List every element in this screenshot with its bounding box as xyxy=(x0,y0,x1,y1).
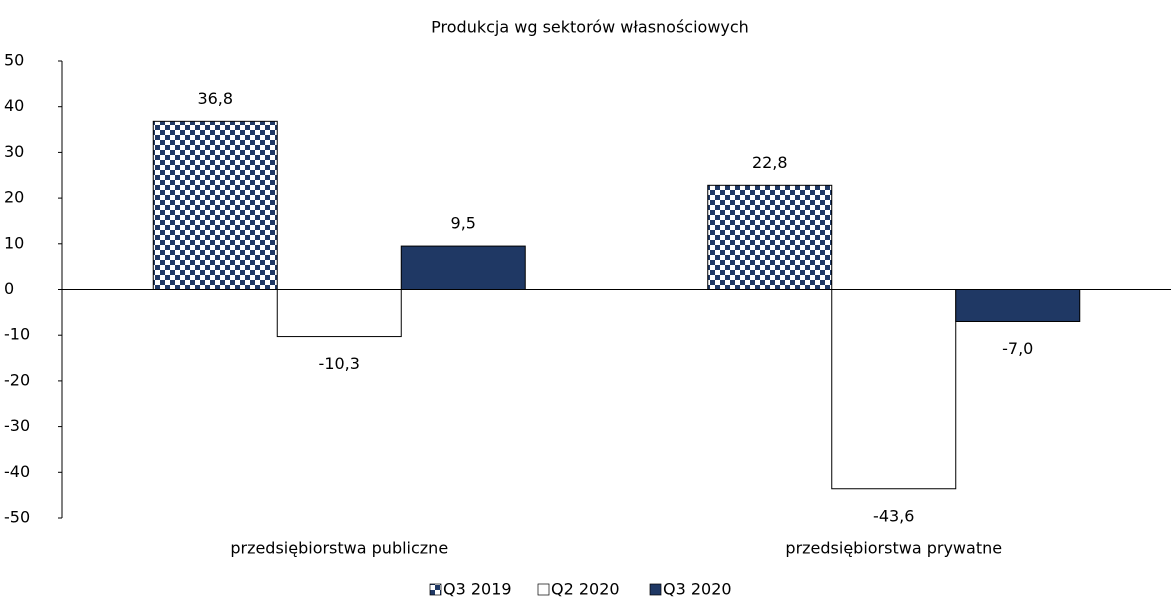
x-tick-label: przedsiębiorstwa prywatne xyxy=(785,539,1002,558)
y-tick-label: 40 xyxy=(4,96,24,115)
legend-label: Q3 2019 xyxy=(443,580,512,599)
legend-swatch xyxy=(537,583,550,596)
y-tick-label: -40 xyxy=(4,462,30,481)
y-tick-label: 20 xyxy=(4,188,24,207)
y-tick-label: -10 xyxy=(4,325,30,344)
y-tick-label: -50 xyxy=(4,508,30,527)
bar xyxy=(400,245,526,291)
y-tick-label: -20 xyxy=(4,370,30,389)
legend-label: Q3 2020 xyxy=(663,580,732,599)
legend-swatch xyxy=(429,583,442,596)
data-label: 9,5 xyxy=(451,214,476,233)
bar xyxy=(152,120,278,290)
bar xyxy=(276,289,402,338)
y-tick-label: -30 xyxy=(4,416,30,435)
legend-swatch xyxy=(649,583,662,596)
bar xyxy=(707,184,833,290)
data-label: 22,8 xyxy=(752,153,788,172)
y-tick-label: 30 xyxy=(4,142,24,161)
bar xyxy=(831,289,957,490)
bar xyxy=(955,289,1081,322)
data-label: -7,0 xyxy=(1002,339,1033,358)
y-tick-label: 10 xyxy=(4,233,24,252)
x-tick-label: przedsiębiorstwa publiczne xyxy=(230,539,448,558)
data-label: -43,6 xyxy=(873,506,914,525)
data-label: 36,8 xyxy=(197,89,233,108)
y-tick-label: 0 xyxy=(4,279,14,298)
y-tick-label: 50 xyxy=(4,51,24,70)
chart-title: Produkcja wg sektorów własnościowych xyxy=(431,18,749,37)
legend-label: Q2 2020 xyxy=(551,580,620,599)
data-label: -10,3 xyxy=(319,354,360,373)
